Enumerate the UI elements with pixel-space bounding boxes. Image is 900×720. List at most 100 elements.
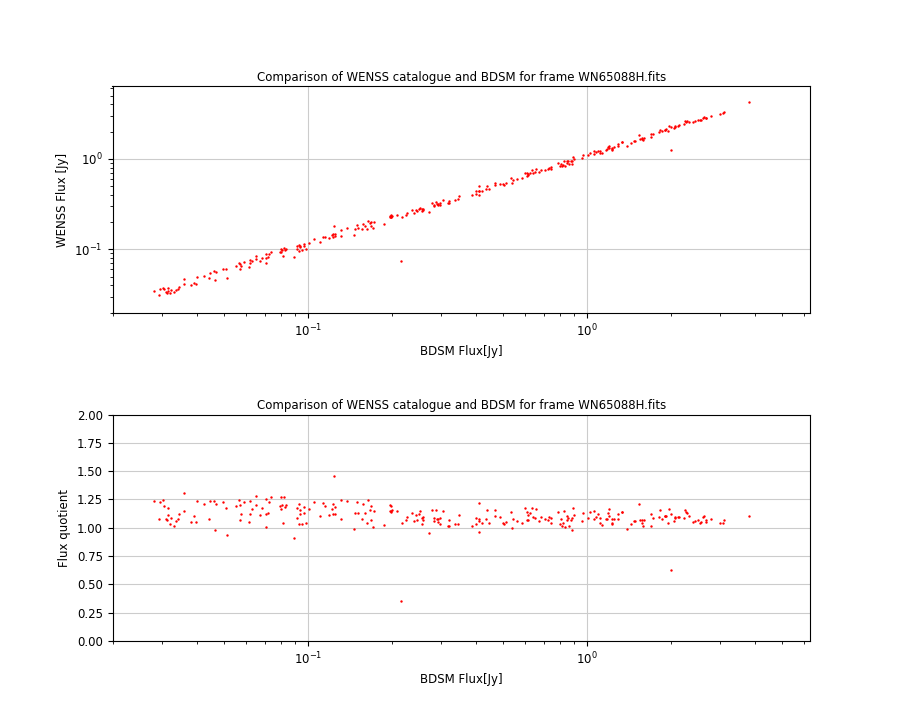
Point	[581, 512, 596, 523]
Point	[441, 197, 455, 209]
Point	[432, 198, 446, 210]
Point	[542, 162, 556, 174]
Point	[164, 284, 178, 296]
Point	[292, 498, 306, 510]
Point	[383, 506, 398, 518]
Point	[153, 284, 167, 295]
Point	[442, 514, 456, 526]
Point	[190, 495, 204, 507]
Point	[716, 106, 731, 117]
Point	[391, 209, 405, 220]
Point	[364, 515, 378, 526]
Point	[521, 169, 535, 181]
Point	[196, 498, 211, 509]
Point	[415, 205, 429, 217]
Point	[716, 107, 730, 119]
Point	[628, 516, 643, 527]
Point	[589, 147, 603, 158]
Point	[531, 516, 545, 527]
Point	[523, 508, 537, 519]
Point	[400, 511, 415, 523]
Point	[411, 508, 426, 520]
Point	[610, 138, 625, 150]
Point	[237, 256, 251, 268]
Point	[518, 502, 532, 513]
Point	[540, 163, 554, 175]
Point	[557, 505, 572, 517]
Point	[704, 110, 718, 122]
Point	[448, 518, 463, 530]
Point	[601, 510, 616, 522]
Point	[202, 495, 217, 507]
Point	[652, 505, 667, 516]
Point	[505, 178, 519, 189]
Point	[229, 500, 243, 512]
Point	[202, 513, 216, 525]
Point	[697, 112, 711, 123]
Point	[339, 222, 354, 234]
Point	[496, 179, 510, 190]
Point	[499, 177, 513, 189]
Point	[680, 507, 695, 518]
Point	[553, 518, 567, 530]
Point	[264, 246, 278, 258]
Point	[806, 78, 821, 89]
Point	[686, 117, 700, 128]
Point	[172, 508, 186, 519]
Point	[365, 222, 380, 234]
Point	[295, 518, 310, 529]
Point	[383, 212, 398, 223]
Point	[505, 523, 519, 534]
Point	[376, 520, 391, 531]
Point	[583, 147, 598, 158]
Point	[593, 147, 608, 158]
Point	[554, 158, 568, 170]
Point	[555, 517, 570, 528]
Point	[680, 116, 695, 127]
Point	[216, 263, 230, 274]
Point	[561, 512, 575, 523]
Point	[544, 512, 558, 523]
Point	[469, 186, 483, 197]
Point	[349, 220, 364, 231]
Point	[554, 161, 569, 172]
Point	[529, 163, 544, 175]
Point	[168, 515, 183, 526]
Point	[264, 491, 278, 503]
Point	[472, 516, 487, 527]
Point	[563, 514, 578, 526]
Point	[196, 270, 211, 282]
Point	[605, 517, 619, 528]
Point	[688, 115, 702, 127]
Point	[328, 228, 343, 240]
Point	[682, 116, 697, 127]
Point	[448, 194, 463, 206]
Point	[241, 261, 256, 272]
Point	[399, 514, 413, 526]
Point	[442, 521, 456, 532]
Point	[662, 120, 677, 132]
Point	[177, 487, 192, 499]
Point	[292, 239, 306, 251]
Title: Comparison of WENSS catalogue and BDSM for frame WN65088H.fits: Comparison of WENSS catalogue and BDSM f…	[256, 399, 666, 412]
Point	[627, 515, 642, 526]
Point	[432, 513, 446, 524]
Point	[234, 508, 248, 520]
Point	[425, 197, 439, 209]
Point	[520, 506, 535, 518]
Point	[566, 153, 580, 165]
Point	[497, 179, 511, 190]
Point	[416, 204, 430, 215]
Point	[177, 505, 192, 516]
Point	[472, 185, 486, 197]
Point	[279, 500, 293, 511]
Point	[339, 495, 354, 507]
Point	[632, 129, 646, 140]
Point	[564, 513, 579, 524]
Point	[633, 515, 647, 526]
Point	[600, 142, 615, 153]
Point	[633, 133, 647, 145]
Point	[216, 496, 230, 508]
Point	[416, 203, 430, 215]
Point	[275, 499, 290, 510]
